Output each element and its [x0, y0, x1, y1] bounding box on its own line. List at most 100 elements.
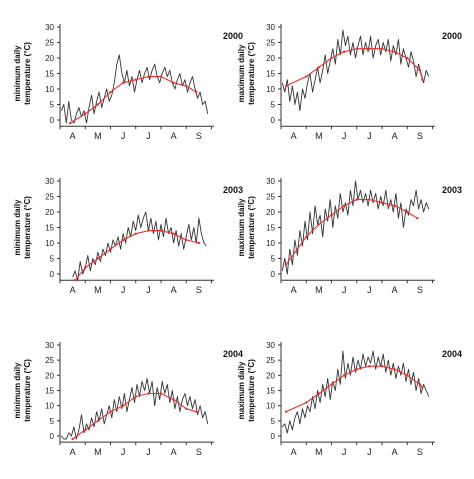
y-tick-label: 15	[266, 387, 275, 396]
x-tick-label: A	[70, 285, 76, 295]
year-label: 2003	[223, 185, 243, 195]
y-tick-label: 5	[271, 417, 276, 426]
trend-point	[68, 121, 72, 125]
trend-point	[393, 204, 396, 207]
x-tick-label: M	[315, 447, 323, 457]
trend-point	[109, 410, 112, 413]
y-axis-label: minimum daily	[13, 45, 22, 102]
y-tick-label: 30	[45, 341, 54, 350]
trend-point	[109, 248, 112, 251]
y-axis-label: temperature (°C)	[247, 359, 256, 422]
y-tick-label: 0	[50, 432, 55, 441]
x-tick-label: A	[291, 131, 297, 141]
trend-point	[284, 84, 288, 88]
x-tick-label: J	[367, 285, 372, 295]
trend-point	[317, 66, 321, 69]
y-tick-label: 20	[266, 54, 275, 63]
trend-point	[355, 368, 358, 371]
trend-point	[172, 232, 175, 235]
trend-point	[406, 210, 409, 214]
trend-point	[147, 229, 150, 232]
y-tick-label: 5	[50, 417, 55, 426]
trend-point	[109, 90, 112, 94]
x-tick-label: S	[417, 447, 423, 457]
x-tick-label: J	[146, 285, 151, 295]
trend-point	[393, 368, 396, 371]
y-tick-label: 30	[45, 177, 54, 186]
y-tick-label: 10	[266, 85, 275, 94]
y-tick-label: 20	[266, 208, 275, 217]
trend-point	[393, 50, 396, 53]
y-axis-label: temperature (°C)	[247, 42, 256, 105]
y-axis-label: minimum daily	[13, 362, 22, 419]
y-tick-label: 20	[45, 208, 54, 217]
trend-point	[380, 365, 384, 368]
x-tick-label: J	[121, 131, 126, 141]
year-label: 2000	[442, 31, 462, 41]
x-tick-label: M	[94, 447, 102, 457]
trend-point	[73, 279, 77, 282]
y-tick-label: 25	[45, 356, 54, 365]
y-tick-label: 25	[266, 39, 275, 48]
trend-point	[71, 437, 74, 441]
x-tick-label: A	[392, 447, 398, 457]
x-tick-label: J	[146, 131, 151, 141]
trend-point	[342, 374, 346, 377]
y-tick-label: 10	[45, 239, 54, 248]
y-axis-label: maximum daily	[237, 361, 246, 419]
y-tick-label: 10	[266, 239, 275, 248]
y-axis-label: temperature (°C)	[23, 196, 32, 259]
y-tick-label: 30	[266, 341, 275, 350]
y-tick-label: 5	[271, 255, 276, 264]
trend-point	[134, 395, 137, 398]
y-tick-label: 0	[271, 432, 276, 441]
x-tick-label: M	[94, 285, 102, 295]
trend-point	[84, 428, 87, 432]
x-tick-label: M	[315, 285, 323, 295]
trend-point	[197, 241, 201, 245]
temperature-series-line	[60, 54, 209, 124]
y-axis-label: maximum daily	[237, 198, 246, 256]
x-tick-label: A	[171, 447, 177, 457]
trend-point	[185, 238, 188, 242]
trend-point	[159, 229, 163, 232]
x-tick-label: J	[121, 447, 126, 457]
y-axis-label: maximum daily	[237, 44, 246, 102]
trend-point	[342, 50, 346, 53]
x-tick-label: S	[196, 285, 202, 295]
trend-point	[342, 204, 346, 207]
trend-point	[84, 266, 87, 269]
x-tick-label: J	[367, 447, 372, 457]
trend-point	[305, 235, 308, 238]
y-tick-label: 20	[266, 371, 275, 380]
trend-point	[147, 75, 150, 78]
trend-point	[368, 47, 371, 50]
temperature-series-line	[281, 29, 430, 112]
trend-point	[284, 263, 288, 266]
trend-point	[121, 404, 125, 407]
y-tick-label: 0	[50, 116, 55, 125]
x-tick-label: A	[70, 447, 76, 457]
year-label: 2004	[442, 349, 462, 359]
trend-point	[368, 365, 371, 368]
trend-point	[406, 374, 409, 377]
trend-point	[84, 112, 87, 116]
x-tick-label: M	[315, 131, 323, 141]
trend-point	[330, 213, 333, 217]
y-tick-label: 10	[266, 402, 275, 411]
trend-line	[285, 365, 423, 413]
trend-point	[172, 398, 175, 401]
x-tick-label: A	[70, 131, 76, 141]
trend-point	[418, 383, 422, 386]
trend-point	[195, 410, 198, 413]
x-tick-label: S	[196, 447, 202, 457]
x-tick-label: M	[94, 131, 102, 141]
trend-point	[317, 392, 321, 395]
trend-point	[355, 198, 358, 201]
trend-point	[330, 56, 333, 60]
x-tick-label: S	[196, 131, 202, 141]
trend-point	[96, 103, 100, 106]
